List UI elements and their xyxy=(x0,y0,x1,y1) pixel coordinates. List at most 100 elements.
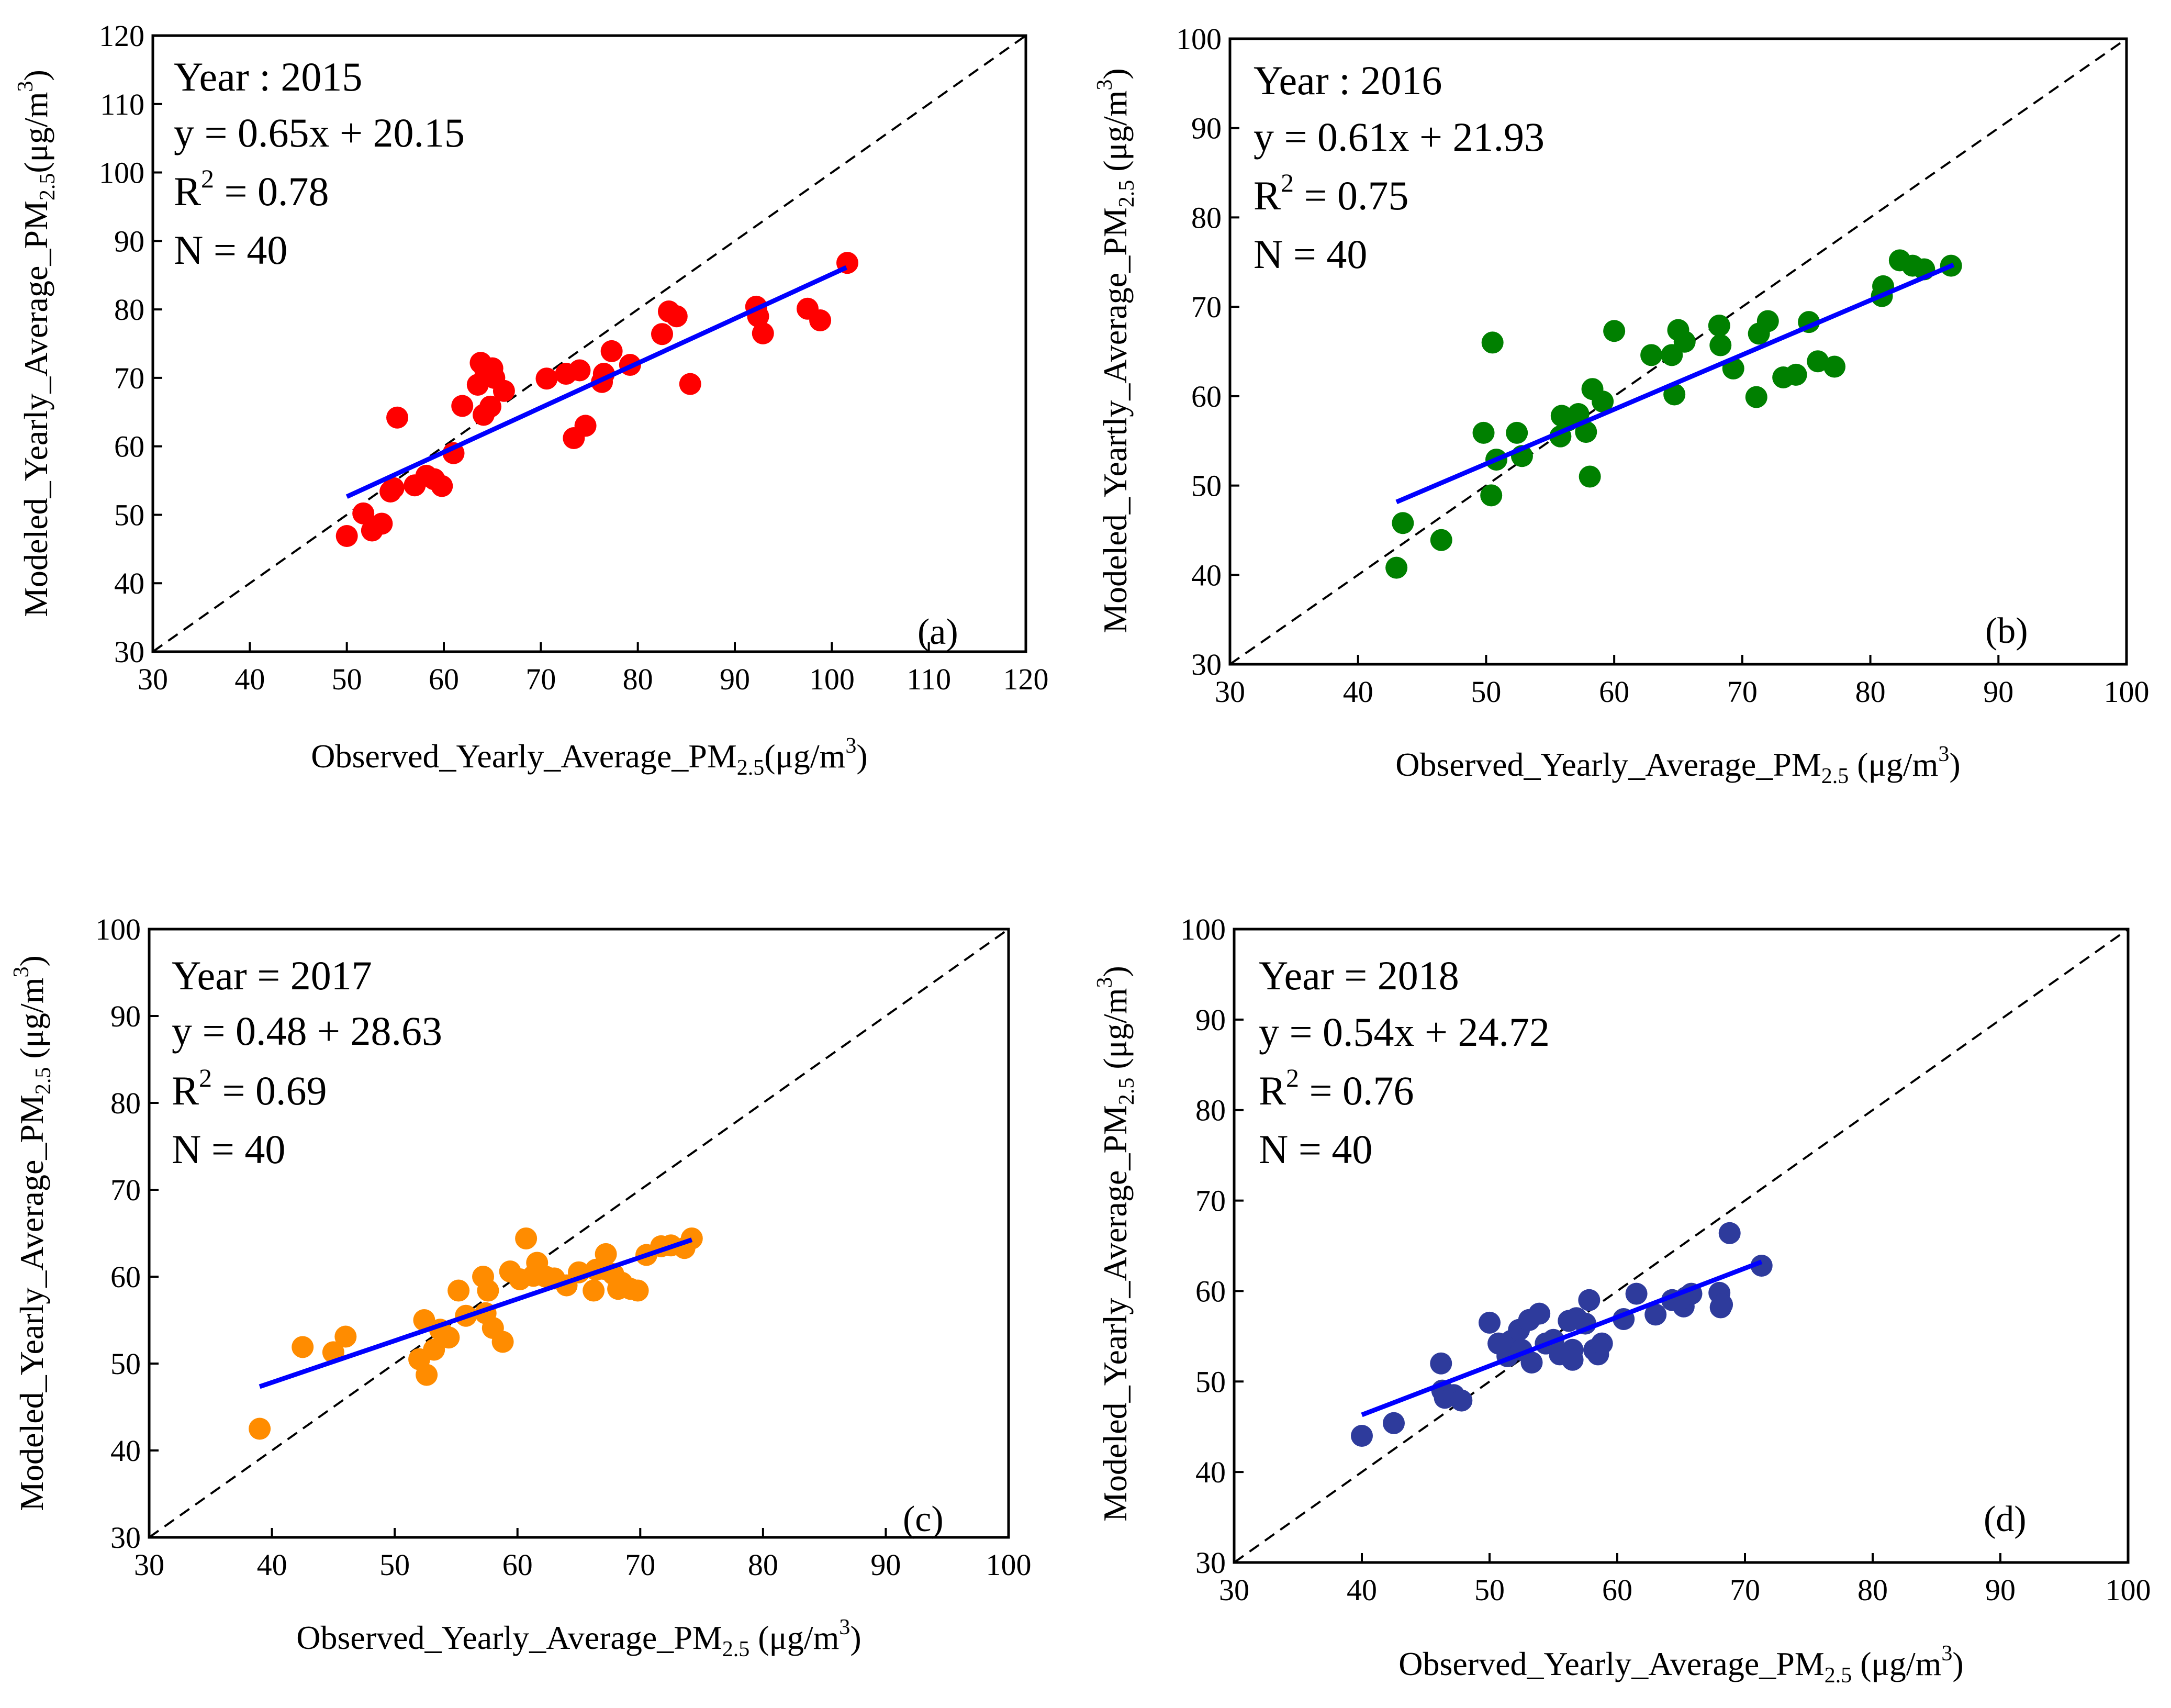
panel-c-data-point xyxy=(583,1279,605,1302)
panel-a-y-axis-title: Modeled_Yearly_Average_PM2.5(μg/m3) xyxy=(14,70,60,617)
panel-b-y-tick-label: 30 xyxy=(1191,648,1222,682)
panel-b-data-point xyxy=(1708,314,1730,337)
panel-b-x-tick-label: 80 xyxy=(1855,675,1886,709)
panel-d-x-tick-label: 70 xyxy=(1730,1573,1760,1607)
panel-d-data-point xyxy=(1750,1255,1773,1277)
panel-a-y-tick-label: 90 xyxy=(114,224,144,258)
panel-b-x-tick-label: 100 xyxy=(2104,675,2150,709)
panel-a-data-point xyxy=(679,373,701,395)
panel-b-x-tick-label: 30 xyxy=(1215,675,1245,709)
panel-c-data-point xyxy=(438,1326,460,1349)
panel-b-data-point xyxy=(1430,529,1452,551)
panel-c-regression-line xyxy=(259,1237,693,1389)
panel-a-y-tick-label: 120 xyxy=(99,19,144,53)
panel-a-data-point xyxy=(568,359,591,382)
panel-a-x-tick-label: 30 xyxy=(138,662,168,696)
panel-a-data-point xyxy=(493,379,515,402)
panel-c-x-tick-label: 100 xyxy=(986,1548,1032,1582)
panel-a-data-point xyxy=(386,406,409,429)
panel-b-data-point xyxy=(1745,386,1767,408)
panel-d-x-tick-label: 100 xyxy=(2106,1573,2151,1607)
panel-c-data-point xyxy=(249,1417,271,1440)
panel-c-x-tick-label: 40 xyxy=(257,1548,287,1582)
panel-c-marks xyxy=(148,928,1010,1538)
panel-b-y-tick-label: 100 xyxy=(1176,22,1222,56)
panel-d-y-tick-label: 50 xyxy=(1195,1365,1226,1399)
panel-b-x-tick-label: 50 xyxy=(1471,675,1501,709)
panel-d-y-axis-title: Modeled_Yearly_Average_PM2.5 (μg/m3) xyxy=(1093,966,1139,1522)
panel-b-regression-line xyxy=(1395,262,1955,505)
panel-d-x-tick-label: 60 xyxy=(1602,1573,1632,1607)
panel-b-data-point xyxy=(1592,390,1614,413)
panel-a-data-point xyxy=(382,477,405,499)
panel-d-label: (d) xyxy=(1984,1499,2027,1539)
panel-d-year-text: Year = 2018 xyxy=(1259,953,1459,998)
panel-c-data-point xyxy=(334,1325,357,1348)
panel-a-x-tick-label: 80 xyxy=(623,662,653,696)
panel-b-data-point xyxy=(1575,421,1597,443)
panel-b-data-point xyxy=(1663,383,1686,406)
panel-b-x-tick-label: 60 xyxy=(1599,675,1629,709)
panel-b-marks xyxy=(1229,38,2128,665)
panel-b-y-tick-label: 60 xyxy=(1191,379,1222,414)
panel-b-n-text: N = 40 xyxy=(1254,231,1367,277)
panel-d-y-tick-label: 100 xyxy=(1180,912,1226,946)
panel-c-data-point xyxy=(447,1279,470,1302)
panel-b-data-point xyxy=(1785,363,1807,386)
panel-c-ticks: 30 40 50 60 70 80 90 100 30 40 50 60 70 80 90 100 xyxy=(95,912,1032,1582)
panel-a-y-tick-label: 100 xyxy=(99,156,144,190)
panel-a-x-tick-label: 90 xyxy=(720,662,750,696)
panel-d-equation: y = 0.54x + 24.72 xyxy=(1259,1009,1550,1055)
panel-d-r2: R2 = 0.76 xyxy=(1259,1063,1414,1113)
panel-b-data-point xyxy=(1506,421,1528,444)
panel-c-one-to-one-line xyxy=(148,928,1010,1538)
panel-b-data-point xyxy=(1472,421,1495,444)
panel-d-y-tick-label: 70 xyxy=(1195,1184,1226,1218)
panel-b-plot-frame xyxy=(1228,37,2128,666)
panel-d-one-to-one-line xyxy=(1233,928,2129,1564)
panel-a-x-tick-label: 60 xyxy=(429,662,459,696)
panel-a-data-point xyxy=(335,524,358,547)
panel-a-year-text: Year : 2015 xyxy=(174,54,362,99)
panel-c-y-tick-label: 90 xyxy=(110,999,141,1033)
panel-c-plot-frame xyxy=(148,928,1010,1539)
panel-d-data-point xyxy=(1711,1293,1733,1316)
panel-c-data-point xyxy=(515,1227,538,1249)
panel-b-x-tick-label: 90 xyxy=(1983,675,2013,709)
panel-c-year-text: Year = 2017 xyxy=(172,953,372,998)
panel-b-data-point xyxy=(1709,334,1732,356)
panel-d-y-tick-label: 80 xyxy=(1195,1093,1226,1127)
panel-d-data-point xyxy=(1578,1289,1601,1311)
panel-b-equation: y = 0.61x + 21.93 xyxy=(1254,114,1545,160)
panel-a-data-point xyxy=(600,340,623,362)
panel-c-x-tick-label: 90 xyxy=(870,1548,901,1582)
panel-a-data-point xyxy=(535,367,558,390)
panel-b-year-text: Year : 2016 xyxy=(1254,58,1442,103)
panel-b-data-point xyxy=(1823,355,1846,378)
panel-c: 30 40 50 60 70 80 90 100 30 40 50 60 70 80 90 100 Year … xyxy=(9,912,1032,1661)
panel-d-annotations: Year = 2018 y = 0.54x + 24.72 R2 = 0.76 … xyxy=(1259,953,2027,1539)
panel-c-y-tick-label: 40 xyxy=(110,1434,141,1468)
panel-a-y-tick-label: 50 xyxy=(114,498,144,532)
panel-b-data-point xyxy=(1603,320,1626,342)
panel-d-data-point xyxy=(1625,1282,1648,1305)
panel-b-annotations: Year : 2016 y = 0.61x + 21.93 R2 = 0.75 … xyxy=(1254,58,2028,651)
panel-b-data-point xyxy=(1807,350,1829,373)
panel-c-data-point xyxy=(477,1279,499,1302)
panel-a-x-tick-label: 120 xyxy=(1003,662,1049,696)
panel-a-annotations: Year : 2015 y = 0.65x + 20.15 R2 = 0.78 … xyxy=(174,54,958,652)
panel-a-data-point xyxy=(431,475,453,497)
panel-d-x-tick-label: 80 xyxy=(1857,1573,1888,1607)
panel-c-data-point xyxy=(292,1336,314,1358)
panel-c-x-tick-label: 70 xyxy=(625,1548,655,1582)
panel-a-data-point xyxy=(651,323,673,345)
panel-b-r2: R2 = 0.75 xyxy=(1254,168,1409,218)
panel-c-data-point xyxy=(680,1227,703,1249)
panel-a: 30 40 50 60 70 80 90 100 110 120 30 40 50 60 70 80 90 100… xyxy=(14,19,1049,780)
panel-d-data-point xyxy=(1561,1348,1584,1371)
panel-d-y-tick-label: 90 xyxy=(1195,1003,1226,1037)
panel-d-y-tick-label: 60 xyxy=(1195,1274,1226,1308)
panel-a-y-tick-label: 30 xyxy=(114,635,144,669)
panel-a-marks xyxy=(152,35,1027,653)
